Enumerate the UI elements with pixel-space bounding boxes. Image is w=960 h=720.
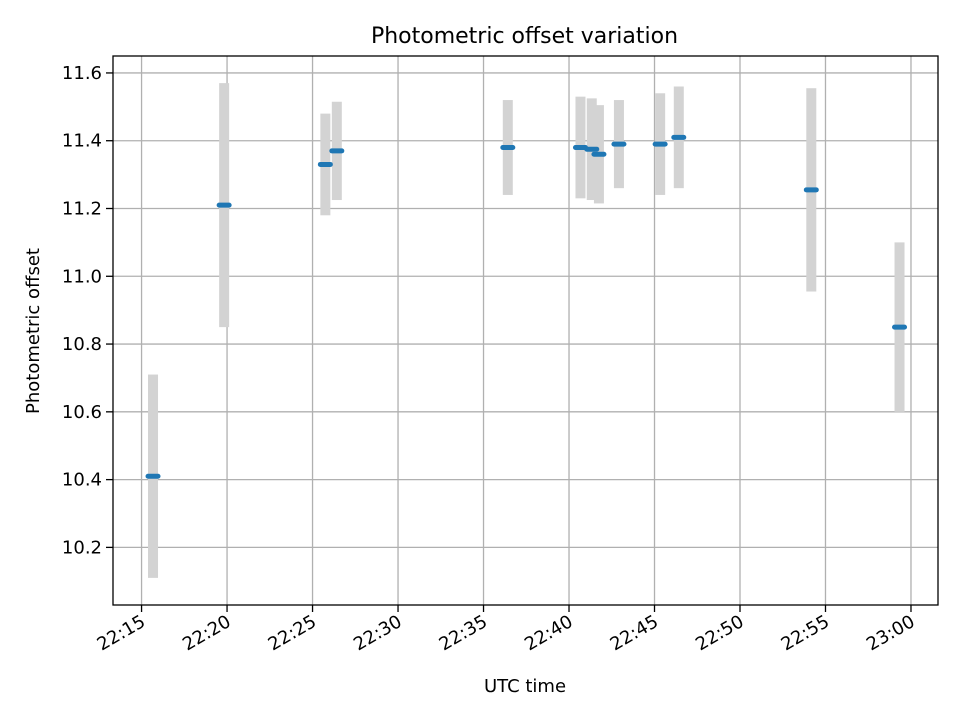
- y-tick-label: 10.2: [62, 537, 102, 558]
- grid: [113, 56, 938, 605]
- y-tick-label: 10.8: [62, 334, 102, 355]
- y-tick-label: 11.6: [62, 63, 102, 84]
- data-points: [145, 134, 908, 479]
- y-axis: 10.2 10.4 10.6 10.8 11.0 11.2 11.4 11.6: [62, 63, 113, 558]
- chart-title: Photometric offset variation: [371, 24, 678, 49]
- y-axis-label: Photometric offset: [23, 248, 44, 414]
- y-tick-label: 11.2: [62, 199, 102, 220]
- y-tick-label: 11.4: [62, 131, 102, 152]
- plot-frame: [112, 55, 939, 606]
- y-tick-label: 11.0: [62, 266, 102, 287]
- y-tick-label: 10.4: [62, 470, 102, 491]
- x-axis-label: UTC time: [484, 676, 566, 697]
- y-tick-label: 10.6: [62, 402, 102, 423]
